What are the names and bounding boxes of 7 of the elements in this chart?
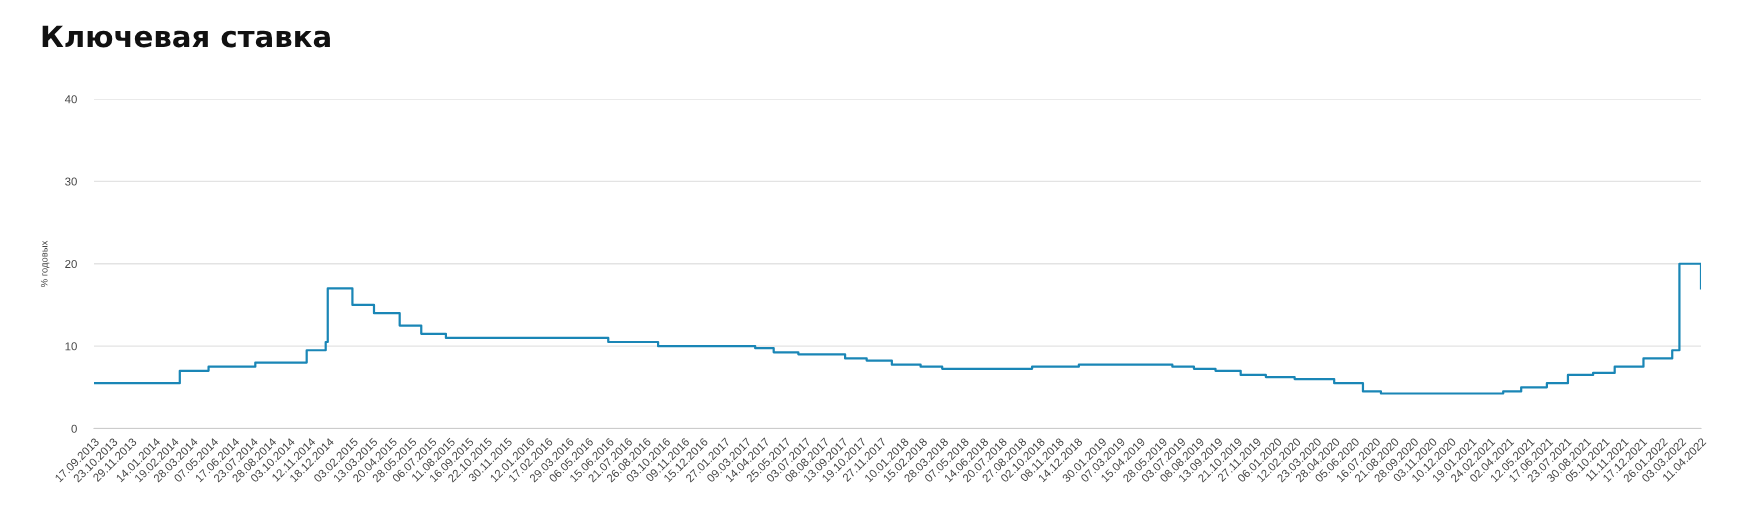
- y-tick-label: 20: [65, 259, 77, 268]
- y-tick-label: 0: [71, 424, 77, 433]
- y-tick-label: 30: [65, 177, 77, 186]
- y-tick-label: 10: [65, 342, 77, 351]
- y-tick-label: 40: [64, 95, 77, 104]
- y-axis-title: % годовых: [40, 240, 50, 287]
- chart-title: Ключевая ставка: [42, 25, 330, 48]
